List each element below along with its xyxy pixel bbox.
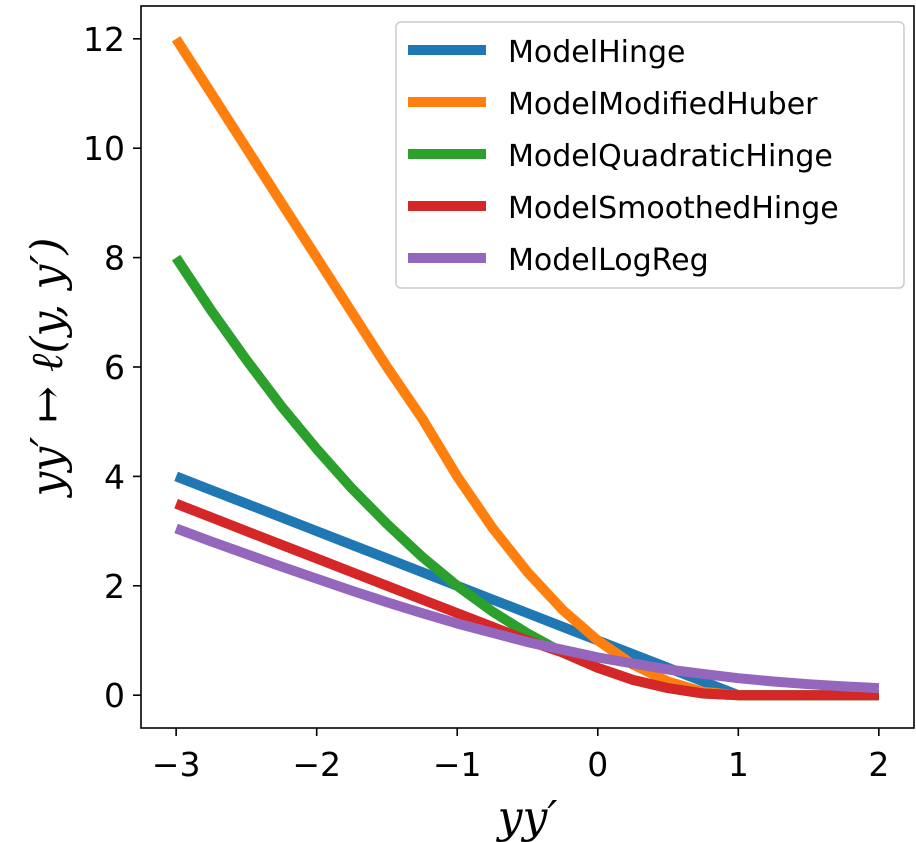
legend-label: ModelLogReg <box>508 243 709 278</box>
x-tick-label: −3 <box>152 745 201 784</box>
x-tick-label: 1 <box>728 745 749 784</box>
legend-label: ModelQuadraticHinge <box>508 139 833 174</box>
legend-label: ModelSmoothedHinge <box>508 191 839 226</box>
legend-label: ModelHinge <box>508 35 685 70</box>
series-layer <box>171 36 880 701</box>
legend: ModelHinge ModelModifiedHuber ModelQuadrat… <box>395 21 905 289</box>
x-tick-label: 2 <box>868 745 889 784</box>
y-tick-label: 8 <box>104 239 125 278</box>
y-tick-label: 0 <box>104 676 125 715</box>
y-tick-label: 4 <box>104 457 125 496</box>
series-line-ModelQuadraticHinge <box>171 254 879 701</box>
y-tick-label: 12 <box>83 20 125 59</box>
legend-box <box>395 21 905 289</box>
y-axis-title: yy′ ↦ ℓ(y, y′) <box>22 237 73 498</box>
y-tick-label: 10 <box>83 129 125 168</box>
x-tick-label: −2 <box>292 745 341 784</box>
legend-label: ModelModifiedHuber <box>508 87 818 122</box>
series-line-ModelSmoothedHinge <box>174 499 879 701</box>
series-line-ModelHinge <box>174 471 879 701</box>
x-tick-label: −1 <box>433 745 482 784</box>
y-tick-label: 2 <box>104 567 125 606</box>
y-tick-label: 6 <box>104 348 125 387</box>
x-axis-title: yy′ <box>496 792 558 842</box>
series-line-ModelLogReg <box>174 523 880 694</box>
x-tick-label: 0 <box>587 745 608 784</box>
